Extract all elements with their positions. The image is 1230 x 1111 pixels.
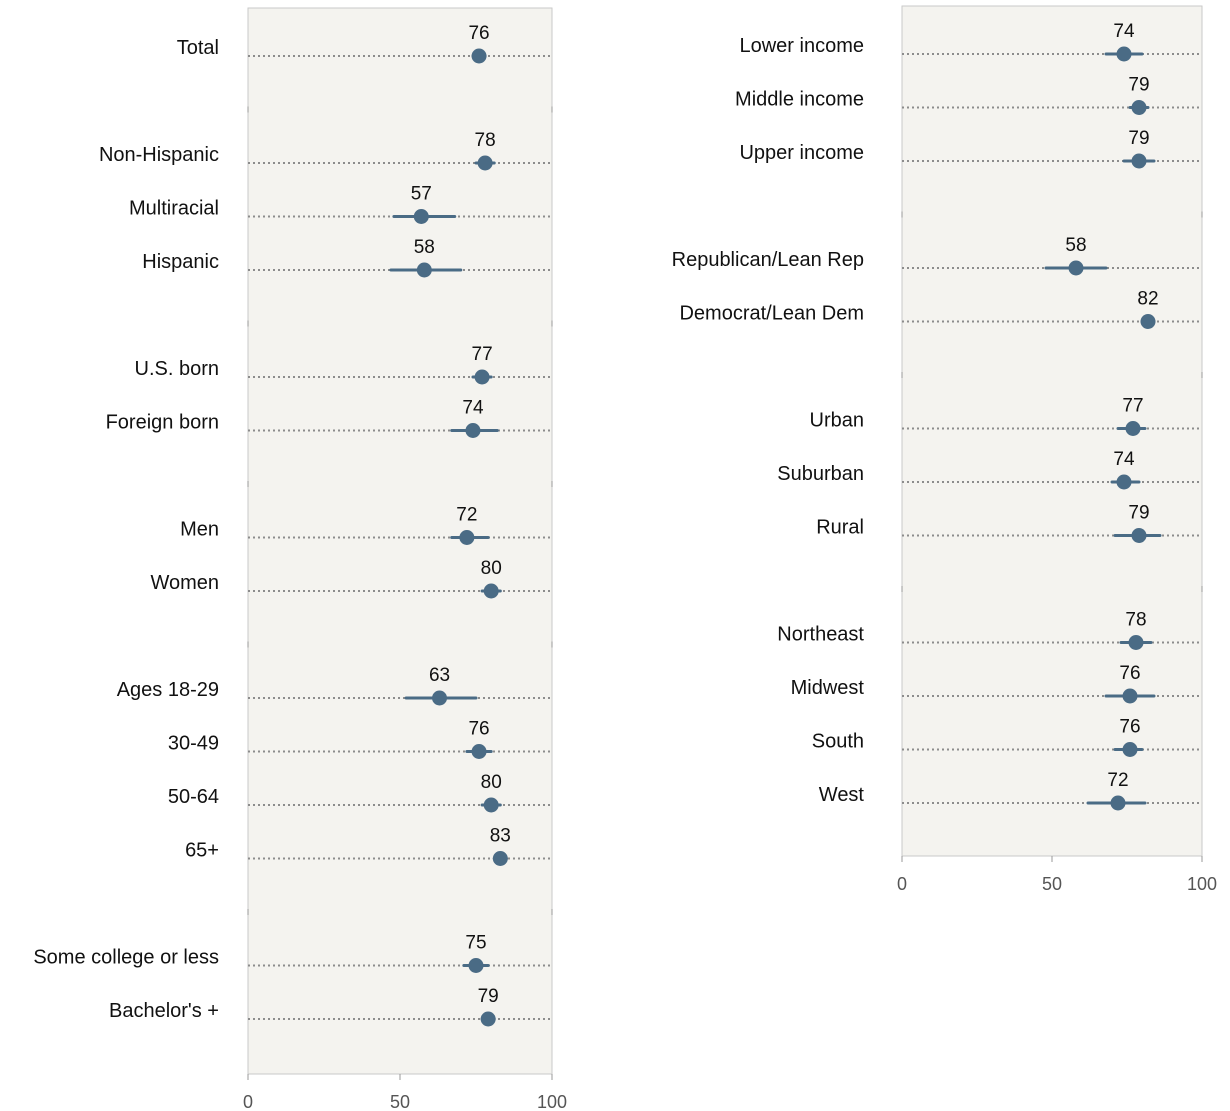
value-label: 82 (1137, 289, 1158, 310)
value-label: 74 (1113, 21, 1135, 42)
x-tick-label: 50 (390, 1092, 410, 1111)
row-label: 30-49 (168, 733, 219, 755)
value-label: 78 (475, 130, 496, 151)
value-label: 72 (1107, 770, 1128, 791)
value-label: 74 (462, 398, 484, 419)
data-point (492, 851, 508, 866)
value-label: 74 (1113, 449, 1135, 470)
data-point (1140, 314, 1156, 329)
x-tick-label: 0 (243, 1092, 253, 1111)
value-label: 76 (468, 719, 489, 740)
value-label: 79 (1128, 503, 1149, 524)
data-point (483, 583, 499, 599)
row-label: Midwest (791, 677, 865, 699)
data-point (459, 530, 475, 545)
data-point (483, 797, 499, 813)
row-label: Northeast (777, 624, 864, 646)
value-label: 77 (1122, 396, 1143, 417)
row-label: Urban (810, 410, 864, 432)
row-label: Democrat/Lean Dem (679, 303, 864, 325)
row-label: Upper income (739, 142, 864, 164)
data-point (474, 369, 490, 385)
row-label: Ages 18-29 (117, 679, 219, 701)
chart-panel-2 (901, 5, 1203, 857)
chart-panel-1 (247, 7, 553, 1075)
value-label: 79 (1128, 75, 1149, 96)
value-label: 57 (411, 184, 432, 205)
value-label: 80 (481, 558, 502, 579)
data-point (480, 1011, 496, 1027)
row-label: U.S. born (135, 358, 219, 380)
value-label: 76 (468, 23, 489, 44)
data-point (413, 209, 429, 224)
row-label: Republican/Lean Rep (672, 249, 864, 271)
data-point (477, 155, 493, 171)
row-label: Middle income (735, 89, 864, 111)
value-label: 58 (414, 237, 435, 258)
row-label: Foreign born (106, 412, 219, 434)
row-label: 50-64 (168, 786, 219, 808)
value-label: 83 (490, 826, 511, 847)
data-point (1131, 528, 1147, 543)
x-tick-label: 100 (1187, 874, 1217, 894)
row-label: Women (150, 572, 219, 594)
value-label: 58 (1065, 235, 1086, 256)
row-label: Multiracial (129, 198, 219, 220)
x-tick-label: 0 (897, 874, 907, 894)
data-point (1122, 742, 1138, 757)
row-label: Bachelor's + (109, 1000, 219, 1022)
row-label: Rural (816, 517, 864, 539)
value-label: 77 (472, 344, 493, 365)
value-label: 79 (478, 986, 499, 1007)
row-label: South (812, 731, 864, 753)
value-label: 80 (481, 772, 502, 793)
data-point (1110, 795, 1126, 811)
data-point (1131, 100, 1147, 115)
row-label: Total (177, 37, 219, 59)
value-label: 76 (1119, 663, 1140, 684)
x-tick-label: 50 (1042, 874, 1062, 894)
row-label: Lower income (739, 35, 864, 57)
value-label: 79 (1128, 128, 1149, 149)
row-label: Hispanic (142, 251, 219, 273)
data-point (416, 262, 432, 278)
x-tick-label: 100 (537, 1092, 567, 1111)
value-label: 72 (456, 505, 477, 526)
data-point (1125, 421, 1141, 436)
row-label: Some college or less (33, 947, 219, 969)
row-label: Suburban (777, 463, 864, 485)
data-point (1131, 153, 1147, 169)
value-label: 63 (429, 665, 450, 686)
row-label: 65+ (185, 840, 219, 862)
value-label: 75 (465, 933, 486, 954)
value-label: 78 (1125, 610, 1146, 631)
data-point (432, 690, 448, 706)
data-point (1128, 635, 1144, 650)
data-point (471, 48, 487, 64)
row-label: Men (180, 519, 219, 541)
row-label: West (819, 784, 865, 806)
data-point (1068, 260, 1084, 276)
value-label: 76 (1119, 717, 1140, 738)
data-point (1116, 474, 1132, 490)
data-point (1116, 46, 1132, 62)
row-label: Non-Hispanic (99, 144, 219, 166)
data-point (471, 744, 487, 759)
data-point (1122, 688, 1138, 704)
data-point (468, 958, 484, 973)
data-point (465, 423, 481, 438)
